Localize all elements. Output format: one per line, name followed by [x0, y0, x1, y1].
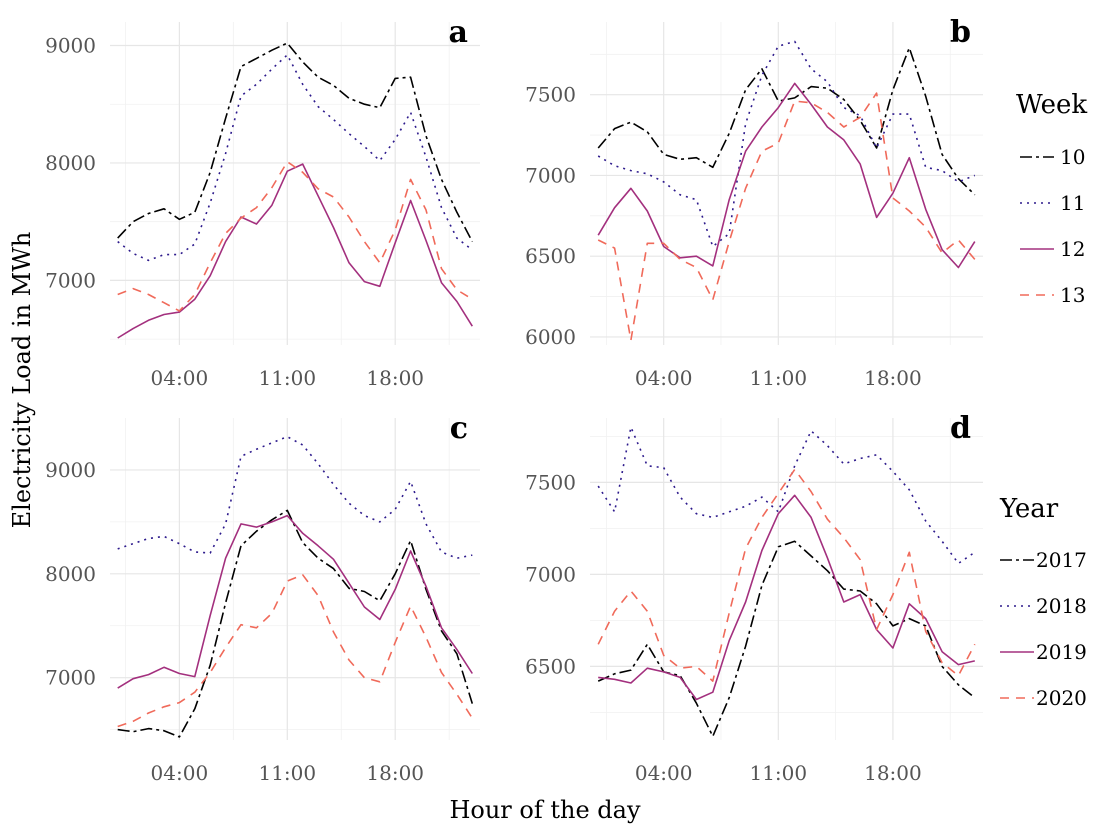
x-tick-label: 11:00 [749, 761, 807, 785]
legend-entry: 11 [1060, 191, 1085, 215]
series-line-2017 [117, 509, 474, 738]
series-line-12 [597, 82, 976, 269]
legend-entry: 2018 [1036, 594, 1087, 618]
series-line-2017 [597, 540, 976, 738]
legend-entry: 2020 [1036, 686, 1087, 710]
y-tick-label: 6500 [525, 654, 576, 678]
panel-d: 04:00 11:00 18:00 6500 7000 7500 d [525, 411, 983, 785]
y-tick-label: 7000 [45, 268, 96, 292]
legend-entry: 13 [1060, 283, 1085, 307]
y-tick-label: 7000 [525, 562, 576, 586]
legend-week: Week 10 11 12 13 [1016, 90, 1087, 307]
series-line-13 [597, 92, 976, 342]
panel-b: 04:00 11:00 18:00 6000 6500 7000 7500 b [525, 15, 983, 390]
x-tick-label: 18:00 [366, 761, 424, 785]
x-tick-label: 18:00 [864, 366, 922, 390]
x-axis-title: Hour of the day [449, 796, 641, 824]
panel-label: a [449, 15, 468, 50]
legend-title: Year [999, 494, 1059, 524]
y-axis-title: Electricity Load in MWh [8, 232, 36, 529]
x-tick-label: 11:00 [258, 761, 316, 785]
panel-c: 04:00 11:00 18:00 7000 8000 9000 c [45, 411, 480, 785]
panel-label: b [950, 15, 971, 50]
series-line-11 [117, 54, 473, 262]
x-tick-label: 18:00 [366, 366, 424, 390]
x-tick-label: 18:00 [864, 761, 922, 785]
y-tick-label: 9000 [45, 33, 96, 57]
x-tick-label: 04:00 [151, 366, 209, 390]
series-line-2019 [117, 514, 473, 689]
series-line-2019 [598, 494, 975, 701]
panel-a: 04:00 11:00 18:00 7000 8000 9000 a [45, 15, 480, 390]
y-tick-label: 9000 [45, 458, 96, 482]
y-tick-label: 7000 [525, 163, 576, 187]
series-line-2018 [117, 435, 473, 560]
legend-entry: 2017 [1036, 548, 1087, 572]
legend-entry: 12 [1060, 237, 1085, 261]
legend-year: Year 2017 2018 2019 2020 [999, 494, 1087, 710]
panel-label: d [950, 411, 971, 446]
panel-label: c [450, 411, 468, 446]
x-tick-label: 11:00 [749, 366, 807, 390]
y-tick-label: 6000 [525, 325, 576, 349]
series-line-2020 [117, 573, 473, 728]
legend-title: Week [1016, 90, 1087, 120]
y-tick-label: 8000 [45, 562, 96, 586]
series-line-10 [117, 42, 474, 242]
y-tick-label: 7500 [525, 83, 576, 107]
series-line-10 [597, 46, 976, 196]
y-tick-label: 7500 [525, 470, 576, 494]
legend-entry: 10 [1060, 145, 1085, 169]
series-line-13 [117, 161, 473, 312]
legend-entry: 2019 [1036, 640, 1087, 664]
x-tick-label: 04:00 [151, 761, 209, 785]
series-line-2020 [597, 468, 976, 682]
series-line-2018 [597, 426, 976, 565]
x-tick-label: 04:00 [635, 761, 693, 785]
x-tick-label: 04:00 [635, 366, 693, 390]
y-tick-label: 7000 [45, 666, 96, 690]
y-tick-label: 6500 [525, 244, 576, 268]
x-tick-label: 11:00 [258, 366, 316, 390]
y-tick-label: 8000 [45, 151, 96, 175]
series-line-12 [117, 163, 473, 339]
